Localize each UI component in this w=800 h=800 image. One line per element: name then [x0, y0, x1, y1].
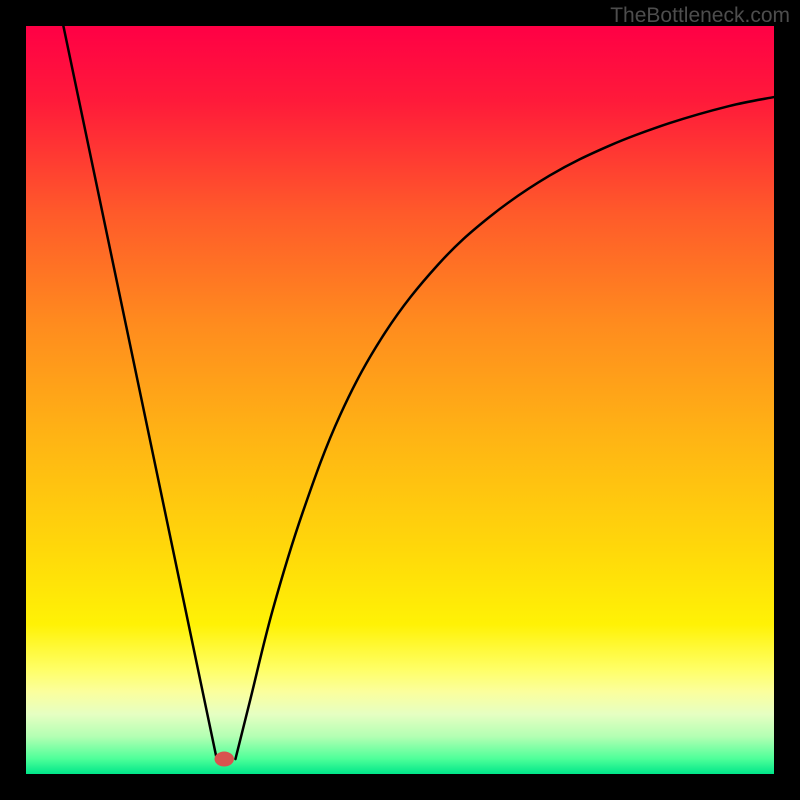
chart-svg: [0, 0, 800, 800]
bottleneck-chart: TheBottleneck.com: [0, 0, 800, 800]
watermark-text: TheBottleneck.com: [610, 4, 790, 28]
gradient-background: [26, 26, 774, 774]
minimum-marker: [214, 752, 233, 767]
